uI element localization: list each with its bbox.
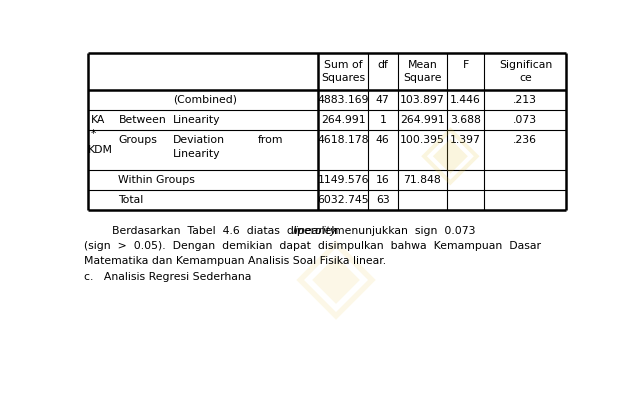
- Text: c.   Analisis Regresi Sederhana: c. Analisis Regresi Sederhana: [84, 272, 251, 282]
- Text: 63: 63: [376, 195, 390, 205]
- Text: ◈: ◈: [421, 119, 480, 193]
- Text: linearity: linearity: [293, 226, 338, 236]
- Text: *: *: [91, 129, 96, 138]
- Text: 100.395: 100.395: [400, 135, 445, 145]
- Text: 103.897: 103.897: [400, 95, 445, 105]
- Text: F: F: [463, 59, 469, 70]
- Text: 6032.745: 6032.745: [318, 195, 369, 205]
- Text: 264.991: 264.991: [321, 115, 366, 125]
- Text: 46: 46: [376, 135, 390, 145]
- Text: Squares: Squares: [321, 73, 366, 83]
- Text: 4883.169: 4883.169: [318, 95, 369, 105]
- Text: (sign  >  0.05).  Dengan  demikian  dapat  disimpulkan  bahwa  Kemampuan  Dasar: (sign > 0.05). Dengan demikian dapat dis…: [84, 241, 540, 251]
- Text: Berdasarkan  Tabel  4.6  diatas  diperoleh: Berdasarkan Tabel 4.6 diatas diperoleh: [112, 226, 346, 236]
- Text: 16: 16: [376, 175, 390, 185]
- Text: 1.446: 1.446: [450, 95, 481, 105]
- Text: Matematika dan Kemampuan Analisis Soal Fisika linear.: Matematika dan Kemampuan Analisis Soal F…: [84, 256, 386, 266]
- Text: 71.848: 71.848: [403, 175, 441, 185]
- Text: 4618.178: 4618.178: [318, 135, 369, 145]
- Text: Groups: Groups: [119, 135, 158, 145]
- Text: df: df: [377, 59, 388, 70]
- Text: 47: 47: [376, 95, 390, 105]
- Text: Between: Between: [119, 115, 167, 125]
- Text: (Combined): (Combined): [173, 95, 237, 105]
- Text: Within Groups: Within Groups: [119, 175, 195, 185]
- Text: KA: KA: [91, 115, 105, 125]
- Text: .073: .073: [514, 115, 537, 125]
- Text: Sum of: Sum of: [324, 59, 362, 70]
- Text: menunjukkan  sign  0.073: menunjukkan sign 0.073: [327, 226, 476, 236]
- Text: ◈: ◈: [295, 228, 376, 329]
- Text: Mean: Mean: [408, 59, 437, 70]
- Text: from: from: [258, 135, 283, 145]
- Text: 3.688: 3.688: [450, 115, 481, 125]
- Text: ce: ce: [519, 73, 531, 83]
- Text: Square: Square: [403, 73, 441, 83]
- Text: 1.397: 1.397: [450, 135, 481, 145]
- Text: .213: .213: [514, 95, 537, 105]
- Text: 1149.576: 1149.576: [318, 175, 369, 185]
- Text: Total: Total: [119, 195, 144, 205]
- Text: 1: 1: [380, 115, 386, 125]
- Text: Significan: Significan: [499, 59, 552, 70]
- Text: .236: .236: [514, 135, 537, 145]
- Text: Linearity: Linearity: [173, 149, 220, 159]
- Text: 264.991: 264.991: [400, 115, 445, 125]
- Text: Linearity: Linearity: [173, 115, 220, 125]
- Text: KDM: KDM: [87, 145, 112, 155]
- Text: Deviation: Deviation: [173, 135, 225, 145]
